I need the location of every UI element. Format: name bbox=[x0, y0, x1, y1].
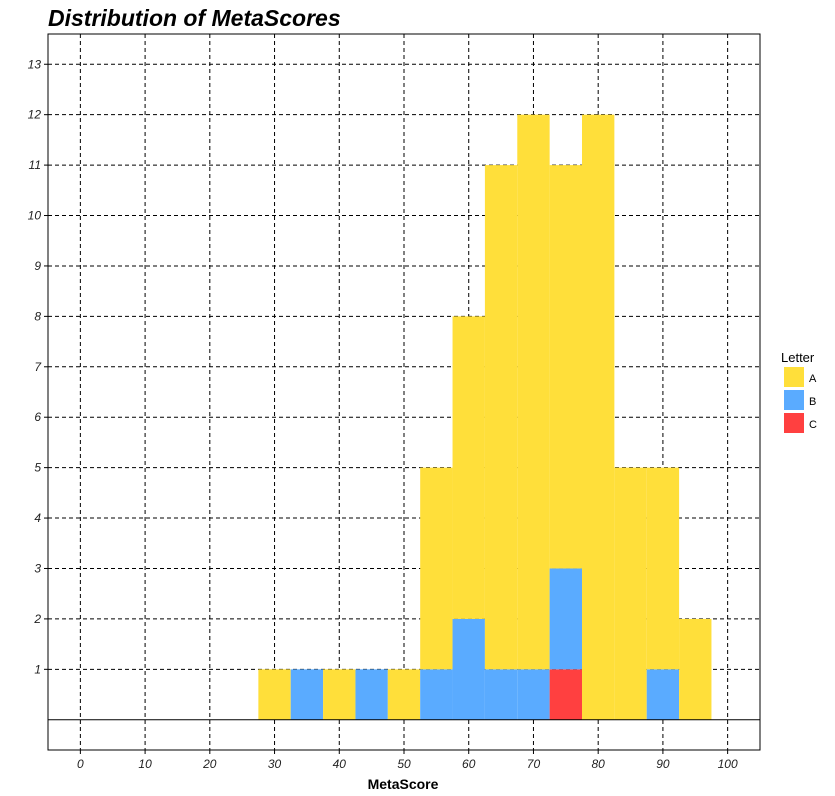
x-tick-label: 30 bbox=[268, 757, 282, 771]
legend-swatch-b bbox=[784, 390, 804, 410]
x-tick-label: 10 bbox=[138, 757, 152, 771]
bar-b-90 bbox=[646, 669, 680, 720]
bar-a-85 bbox=[614, 467, 647, 720]
y-tick-label: 5 bbox=[34, 461, 41, 475]
bar-b-45 bbox=[355, 669, 388, 720]
x-tick-label: 100 bbox=[718, 757, 738, 771]
y-tick-label: 3 bbox=[34, 561, 41, 575]
bar-c-75 bbox=[549, 669, 582, 720]
bar-a-30 bbox=[258, 669, 291, 720]
bar-a-40 bbox=[323, 669, 356, 720]
x-tick-label: 90 bbox=[656, 757, 670, 771]
bar-a-70 bbox=[517, 114, 550, 670]
legend-title: Letter bbox=[781, 350, 815, 365]
y-tick-label: 13 bbox=[28, 57, 42, 71]
y-tick-label: 9 bbox=[34, 259, 41, 273]
x-tick-label: 40 bbox=[333, 757, 347, 771]
legend-swatch-a bbox=[784, 367, 804, 387]
y-tick-label: 11 bbox=[29, 158, 41, 172]
bars bbox=[258, 114, 712, 720]
y-tick-label: 2 bbox=[33, 612, 41, 626]
bar-a-50 bbox=[387, 669, 421, 720]
legend-label-c: C bbox=[809, 419, 817, 431]
bar-a-55 bbox=[420, 467, 453, 670]
x-tick-label: 60 bbox=[462, 757, 476, 771]
legend-swatch-c bbox=[784, 413, 804, 433]
chart-title: Distribution of MetaScores bbox=[48, 5, 341, 31]
bar-a-95 bbox=[679, 618, 712, 720]
y-tick-label: 8 bbox=[34, 309, 41, 323]
y-tick-label: 6 bbox=[34, 410, 41, 424]
x-tick-label: 20 bbox=[202, 757, 217, 771]
bar-a-65 bbox=[484, 165, 518, 670]
legend-label-b: B bbox=[809, 396, 816, 408]
x-axis-label: MetaScore bbox=[368, 776, 439, 792]
x-tick-label: 0 bbox=[77, 757, 84, 771]
y-tick-label: 10 bbox=[28, 209, 42, 223]
bar-a-80 bbox=[582, 114, 615, 720]
legend: Letter ABC bbox=[781, 350, 817, 433]
bar-a-75 bbox=[549, 165, 582, 569]
bar-b-60 bbox=[452, 618, 485, 720]
legend-label-a: A bbox=[809, 373, 817, 385]
x-tick-label: 50 bbox=[397, 757, 411, 771]
y-tick-label: 4 bbox=[34, 511, 41, 525]
x-tick-label: 70 bbox=[527, 757, 541, 771]
bar-a-60 bbox=[452, 316, 485, 619]
bar-b-70 bbox=[517, 669, 550, 720]
bar-b-75 bbox=[549, 568, 582, 670]
x-axis-ticks: 0 10 20 30 40 50 60 70 80 90 100 bbox=[77, 750, 738, 771]
y-tick-label: 1 bbox=[34, 662, 41, 676]
y-tick-label: 7 bbox=[34, 360, 42, 374]
x-tick-label: 80 bbox=[592, 757, 606, 771]
bar-b-65 bbox=[484, 669, 518, 720]
bar-b-55 bbox=[420, 669, 453, 720]
bar-a-90 bbox=[646, 467, 680, 670]
y-tick-label: 12 bbox=[28, 108, 42, 122]
bar-b-35 bbox=[290, 669, 324, 720]
